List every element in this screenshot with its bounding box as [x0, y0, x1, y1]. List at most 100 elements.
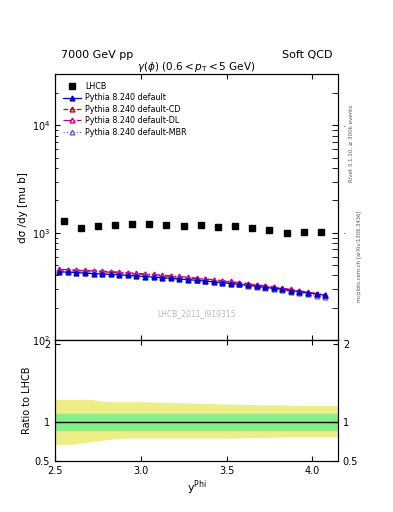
Pythia 8.240 default — [228, 281, 233, 287]
Pythia 8.240 default-CD — [83, 268, 87, 274]
Pythia 8.240 default-CD — [91, 268, 96, 274]
Pythia 8.240 default-MBR — [263, 285, 268, 291]
Pythia 8.240 default — [134, 273, 139, 279]
Pythia 8.240 default-CD — [194, 275, 199, 282]
Pythia 8.240 default-CD — [246, 281, 250, 287]
Pythia 8.240 default-MBR — [280, 287, 285, 293]
Pythia 8.240 default-DL — [297, 288, 302, 294]
Y-axis label: Ratio to LHCB: Ratio to LHCB — [22, 367, 32, 434]
Pythia 8.240 default-MBR — [237, 281, 242, 287]
Pythia 8.240 default-CD — [151, 272, 156, 278]
Pythia 8.240 default-MBR — [246, 283, 250, 289]
Pythia 8.240 default-CD — [306, 289, 310, 295]
Y-axis label: dσ /dy [mu b]: dσ /dy [mu b] — [18, 172, 28, 243]
Pythia 8.240 default-CD — [280, 286, 285, 292]
Pythia 8.240 default-DL — [263, 283, 268, 289]
Pythia 8.240 default — [100, 271, 105, 277]
Pythia 8.240 default-DL — [83, 267, 87, 273]
LHCB — [78, 225, 83, 231]
Line: Pythia 8.240 default-MBR: Pythia 8.240 default-MBR — [57, 268, 327, 300]
Pythia 8.240 default-MBR — [91, 269, 96, 275]
Pythia 8.240 default-DL — [169, 273, 173, 279]
Pythia 8.240 default-MBR — [314, 292, 319, 298]
Pythia 8.240 default-DL — [125, 270, 130, 276]
Pythia 8.240 default — [66, 269, 70, 275]
Pythia 8.240 default — [143, 273, 147, 280]
Pythia 8.240 default-MBR — [57, 268, 62, 274]
Pythia 8.240 default-CD — [314, 291, 319, 297]
Pythia 8.240 default — [125, 272, 130, 279]
Pythia 8.240 default — [271, 285, 276, 291]
Pythia 8.240 default-DL — [91, 268, 96, 274]
Pythia 8.240 default-CD — [160, 273, 165, 279]
Pythia 8.240 default-MBR — [203, 278, 208, 284]
LHCB — [95, 223, 100, 229]
Pythia 8.240 default-CD — [237, 280, 242, 286]
Pythia 8.240 default-DL — [228, 279, 233, 285]
Pythia 8.240 default-DL — [254, 282, 259, 288]
Pythia 8.240 default-CD — [100, 269, 105, 275]
Pythia 8.240 default-DL — [57, 266, 62, 272]
Pythia 8.240 default — [74, 269, 79, 275]
Pythia 8.240 default-DL — [160, 272, 165, 278]
Pythia 8.240 default-MBR — [117, 271, 122, 277]
Pythia 8.240 default-DL — [280, 285, 285, 291]
LHCB — [130, 221, 134, 227]
Pythia 8.240 default-DL — [314, 290, 319, 296]
Text: mcplots.cern.ch [arXiv:1306.3436]: mcplots.cern.ch [arXiv:1306.3436] — [357, 210, 362, 302]
Pythia 8.240 default-DL — [151, 271, 156, 278]
Pythia 8.240 default-MBR — [323, 294, 327, 300]
Pythia 8.240 default — [151, 274, 156, 280]
Text: Soft QCD: Soft QCD — [282, 50, 332, 59]
Pythia 8.240 default — [91, 271, 96, 277]
Pythia 8.240 default-MBR — [143, 272, 147, 279]
Line: Pythia 8.240 default: Pythia 8.240 default — [57, 270, 327, 298]
Pythia 8.240 default-CD — [254, 282, 259, 288]
Pythia 8.240 default-CD — [271, 284, 276, 290]
Pythia 8.240 default-CD — [169, 273, 173, 280]
LHCB — [216, 224, 220, 230]
LHCB — [250, 225, 255, 231]
Pythia 8.240 default-CD — [211, 277, 216, 283]
Pythia 8.240 default-MBR — [306, 291, 310, 297]
Pythia 8.240 default-MBR — [169, 274, 173, 281]
LHCB — [301, 229, 306, 235]
LHCB — [164, 222, 169, 228]
Pythia 8.240 default-MBR — [228, 281, 233, 287]
Pythia 8.240 default-DL — [271, 284, 276, 290]
LHCB — [284, 230, 289, 236]
Pythia 8.240 default — [306, 290, 310, 296]
Pythia 8.240 default-DL — [108, 268, 113, 274]
LHCB — [61, 218, 66, 224]
Pythia 8.240 default-MBR — [254, 284, 259, 290]
Pythia 8.240 default-DL — [134, 270, 139, 276]
Pythia 8.240 default — [177, 276, 182, 282]
Pythia 8.240 default-CD — [323, 292, 327, 298]
Pythia 8.240 default — [203, 278, 208, 284]
Pythia 8.240 default-CD — [74, 267, 79, 273]
Pythia 8.240 default-CD — [57, 267, 62, 273]
Pythia 8.240 default-MBR — [100, 270, 105, 276]
Pythia 8.240 default — [108, 271, 113, 278]
Pythia 8.240 default-CD — [220, 278, 224, 284]
Pythia 8.240 default — [211, 279, 216, 285]
LHCB — [113, 222, 118, 228]
Pythia 8.240 default-MBR — [151, 273, 156, 279]
Pythia 8.240 default — [254, 283, 259, 289]
Pythia 8.240 default-CD — [66, 267, 70, 273]
LHCB — [233, 223, 237, 229]
Pythia 8.240 default — [246, 282, 250, 288]
Pythia 8.240 default-DL — [203, 276, 208, 282]
Pythia 8.240 default-DL — [237, 280, 242, 286]
Pythia 8.240 default — [297, 289, 302, 295]
Pythia 8.240 default-MBR — [134, 272, 139, 278]
Pythia 8.240 default-CD — [288, 287, 293, 293]
Pythia 8.240 default-MBR — [125, 271, 130, 278]
Pythia 8.240 default-DL — [194, 275, 199, 281]
Pythia 8.240 default-MBR — [160, 273, 165, 280]
LHCB — [318, 229, 323, 235]
Line: Pythia 8.240 default-DL: Pythia 8.240 default-DL — [57, 267, 327, 297]
Pythia 8.240 default-CD — [185, 275, 190, 281]
Pythia 8.240 default — [323, 292, 327, 298]
Pythia 8.240 default-DL — [306, 289, 310, 295]
